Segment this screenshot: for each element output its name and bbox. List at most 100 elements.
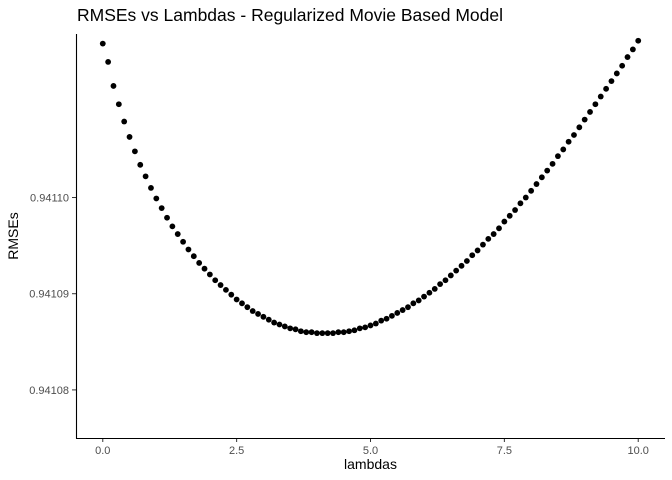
data-point [480, 241, 486, 248]
data-point [153, 195, 160, 202]
data-point [485, 235, 492, 242]
data-point [335, 329, 342, 336]
data-point [126, 134, 133, 140]
data-point [506, 212, 513, 219]
data-point [356, 325, 363, 332]
data-point [255, 311, 261, 317]
data-point [597, 93, 604, 100]
data-point [212, 277, 219, 284]
data-point [249, 308, 256, 314]
data-point [281, 323, 288, 330]
data-point [619, 62, 626, 69]
data-point [512, 207, 518, 213]
data-point [624, 54, 631, 60]
data-point [437, 281, 444, 287]
data-point [217, 282, 224, 288]
data-point [319, 330, 326, 337]
data-point [174, 231, 181, 237]
data-point [164, 214, 170, 221]
data-point [571, 132, 577, 138]
data-point [324, 330, 331, 337]
data-point [399, 307, 406, 313]
data-point [223, 286, 229, 293]
data-point [496, 225, 502, 232]
data-point [458, 262, 465, 269]
data-point [110, 83, 117, 89]
data-point [303, 329, 310, 336]
data-point [233, 296, 240, 303]
data-point [228, 291, 235, 298]
data-point [533, 181, 540, 187]
data-point [99, 40, 106, 47]
data-point [271, 319, 278, 326]
data-point [421, 293, 427, 300]
data-point [206, 271, 213, 278]
data-point [158, 205, 165, 212]
data-point [405, 304, 411, 311]
data-point [142, 173, 149, 180]
data-point [378, 317, 385, 324]
data-point [362, 324, 369, 331]
data-point [522, 194, 529, 201]
data-point [330, 330, 336, 337]
data-point [308, 329, 315, 336]
data-point [148, 185, 154, 191]
data-point [287, 325, 294, 332]
data-point [629, 46, 636, 53]
data-point [560, 146, 567, 153]
data-point [372, 320, 379, 327]
data-point [442, 277, 449, 284]
data-point [190, 253, 197, 260]
data-point [431, 286, 438, 292]
data-point [592, 101, 599, 108]
data-point [297, 328, 304, 335]
data-point [501, 218, 508, 225]
data-point [265, 316, 272, 323]
data-point [447, 272, 454, 279]
x-tick-label: 10.0 [628, 445, 649, 457]
data-point [389, 312, 395, 319]
data-point [115, 101, 122, 108]
x-tick-label: 5.0 [363, 445, 378, 457]
data-point [137, 161, 144, 168]
data-point [426, 289, 433, 296]
data-point [201, 265, 208, 272]
chart-title: RMSEs vs Lambdas - Regularized Movie Bas… [77, 5, 503, 25]
data-point [555, 153, 561, 160]
data-point [276, 321, 283, 328]
data-point [453, 267, 460, 274]
y-tick-label: 0.94108 [29, 385, 69, 397]
data-point [549, 160, 556, 167]
data-point [635, 37, 642, 44]
data-point [528, 187, 535, 194]
data-point [292, 326, 299, 333]
data-point [244, 304, 251, 311]
data-point [340, 329, 347, 336]
data-point [196, 260, 203, 266]
data-point [383, 315, 390, 322]
data-point [314, 330, 320, 337]
x-tick-label: 7.5 [497, 445, 512, 457]
data-point [576, 124, 583, 131]
data-point [185, 246, 192, 253]
data-point [260, 313, 267, 320]
data-point [474, 247, 481, 254]
data-point [490, 231, 497, 237]
data-point [105, 58, 112, 65]
data-point [538, 174, 545, 181]
x-axis-title: lambdas [344, 456, 397, 472]
data-point [544, 167, 551, 174]
y-axis-ticks: 0.94108 0.94109 0.94110 [29, 193, 76, 397]
data-point [517, 200, 524, 207]
data-point [581, 116, 588, 123]
x-tick-label: 2.5 [229, 445, 244, 457]
data-point [351, 327, 358, 334]
data-point [469, 252, 476, 259]
data-point [132, 148, 138, 155]
data-point [565, 138, 572, 145]
data-point [367, 322, 374, 329]
y-tick-label: 0.94110 [30, 193, 69, 205]
x-tick-label: 0.0 [95, 445, 110, 457]
data-point [239, 300, 245, 307]
